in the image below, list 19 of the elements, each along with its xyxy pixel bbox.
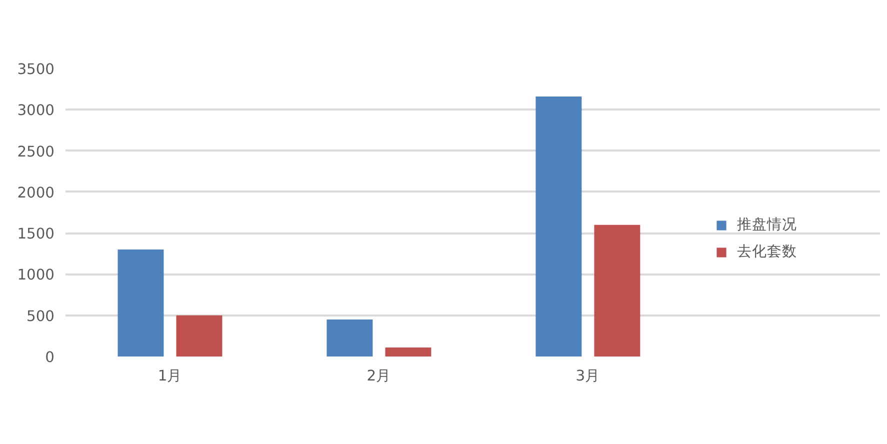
y-tick-label: 1000 bbox=[17, 266, 55, 284]
legend-label: 去化套数 bbox=[737, 242, 797, 261]
y-tick-label: 500 bbox=[26, 308, 55, 325]
bar bbox=[385, 347, 432, 356]
y-tick-label: 3000 bbox=[17, 102, 55, 120]
legend-label: 推盘情况 bbox=[737, 215, 797, 234]
x-tick-label: 2月 bbox=[366, 368, 392, 384]
y-tick-label: 2000 bbox=[17, 184, 55, 202]
bar bbox=[176, 315, 222, 356]
bar bbox=[326, 319, 373, 356]
bar bbox=[594, 224, 640, 356]
x-tick-label: 3月 bbox=[576, 368, 600, 384]
y-tick-label: 2500 bbox=[17, 143, 55, 160]
y-tick-label: 0 bbox=[45, 349, 55, 366]
x-tick-label: 1月 bbox=[158, 368, 182, 384]
y-tick-label: 1500 bbox=[17, 226, 55, 243]
bar bbox=[536, 96, 582, 356]
y-tick-label: 3500 bbox=[17, 61, 55, 78]
bar bbox=[118, 250, 164, 356]
